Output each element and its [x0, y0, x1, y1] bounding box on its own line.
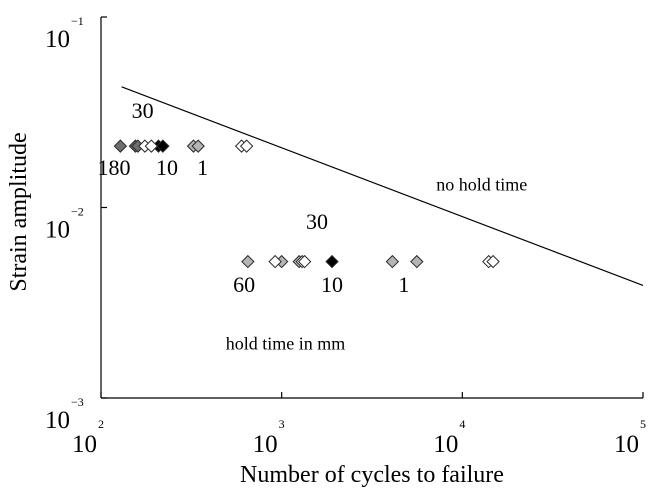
data-point-open-4 — [268, 254, 282, 269]
data-points — [113, 139, 500, 269]
x-tick-label-0: 10 — [72, 431, 97, 458]
x-axis-title: Number of cycles to failure — [240, 462, 504, 488]
data-point-gray-2 — [241, 254, 255, 269]
data-point-black-2 — [325, 254, 339, 269]
annotation-6: 60 — [233, 272, 255, 297]
x-tick-exp-1: 3 — [279, 417, 285, 431]
x-tick-label-2: 10 — [433, 431, 458, 458]
data-point-open-6 — [297, 254, 312, 269]
y-tick-label-2: 10 — [45, 26, 70, 53]
annotation-0: 30 — [132, 98, 154, 123]
data-point-open-1 — [144, 139, 159, 153]
fatigue-trend-line — [121, 86, 644, 286]
y-tick-exp-0: −3 — [71, 395, 84, 409]
data-point-open-8 — [486, 254, 500, 269]
data-point-open-3 — [239, 139, 254, 153]
annotation-1: 180 — [97, 155, 130, 180]
annotation-3: 1 — [197, 155, 208, 180]
plot-frame — [100, 17, 643, 399]
y-tick-label-0: 10 — [45, 407, 70, 434]
annotation-7: 10 — [321, 272, 343, 297]
y-tick-label-1: 10 — [45, 217, 70, 244]
x-tick-label-3: 10 — [614, 431, 639, 458]
annotations: 30 180 10 1 no hold time 30 60 10 1 hold time in … — [97, 98, 527, 353]
annotation-5: 30 — [306, 209, 328, 234]
trend-line-layer — [121, 86, 644, 286]
y-axis-title: Strain amplitude — [6, 132, 32, 291]
y-tick-exp-2: −1 — [71, 14, 84, 28]
data-point-dark-0 — [113, 139, 128, 153]
annotation-2: 10 — [156, 155, 178, 180]
y-tick-exp-1: −2 — [71, 205, 84, 219]
annotation-8: 1 — [398, 272, 409, 297]
x-tick-exp-0: 2 — [98, 417, 104, 431]
annotation-9: hold time in mm — [226, 333, 346, 353]
data-point-gray-1 — [191, 139, 205, 153]
data-point-gray-5 — [385, 254, 400, 269]
data-point-black-1 — [156, 139, 170, 153]
x-tick-exp-3: 5 — [640, 417, 646, 431]
x-tick-label-1: 10 — [253, 431, 278, 458]
annotation-4: no hold time — [436, 174, 527, 194]
data-point-gray-6 — [410, 254, 424, 269]
x-tick-exp-2: 4 — [459, 417, 465, 431]
